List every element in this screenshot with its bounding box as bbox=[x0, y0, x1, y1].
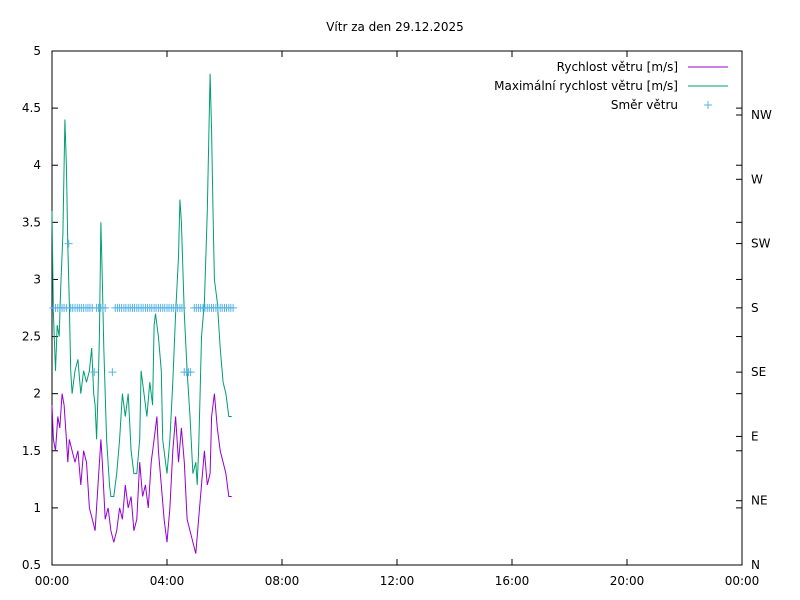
y-tick-label: 3 bbox=[33, 272, 41, 286]
y2-tick-label: S bbox=[751, 301, 759, 315]
x-tick-label: 00:00 bbox=[725, 574, 760, 588]
direction-point bbox=[90, 368, 99, 377]
x-tick-label: 16:00 bbox=[495, 574, 530, 588]
chart-title: Vítr za den 29.12.2025 bbox=[326, 20, 464, 34]
axes: 0.5 1 1.5 2 2.5 3 3.5 4 4.5 5 N NE E SE S SW W NW 00:00 04:… bbox=[22, 44, 772, 588]
y-tick-label: 4.5 bbox=[22, 101, 41, 115]
legend-label: Rychlost větru [m/s] bbox=[557, 60, 678, 74]
y2-tick-label: W bbox=[751, 172, 763, 186]
x-tick-label: 12:00 bbox=[380, 574, 415, 588]
x-tick-label: 08:00 bbox=[265, 574, 300, 588]
legend-swatch bbox=[704, 101, 712, 109]
y-tick-label: 1.5 bbox=[22, 444, 41, 458]
direction-point bbox=[186, 368, 195, 377]
y2-tick-label: SE bbox=[751, 365, 766, 379]
y-tick-label: 2.5 bbox=[22, 330, 41, 344]
y2-tick-label: E bbox=[751, 429, 759, 443]
y-tick-label: 1 bbox=[33, 501, 41, 515]
y-tick-label: 0.5 bbox=[22, 558, 41, 572]
direction-point bbox=[108, 368, 117, 377]
legend: Rychlost větru [m/s] Maximální rychlost v… bbox=[494, 60, 728, 112]
y2-tick-label: NW bbox=[751, 108, 772, 122]
y2-tick-label: SW bbox=[751, 237, 771, 251]
y2-tick-label: N bbox=[751, 558, 760, 572]
series-layer bbox=[49, 73, 238, 554]
direction-point bbox=[229, 303, 238, 312]
y-tick-label: 3.5 bbox=[22, 215, 41, 229]
series-line-0 bbox=[51, 393, 232, 554]
x-tick-label: 20:00 bbox=[610, 574, 645, 588]
legend-label: Maximální rychlost větru [m/s] bbox=[494, 79, 678, 93]
series-line-1 bbox=[51, 73, 232, 497]
legend-label: Směr větru bbox=[611, 98, 678, 112]
direction-point bbox=[177, 303, 186, 312]
x-tick-label: 04:00 bbox=[150, 574, 185, 588]
y2-tick-label: NE bbox=[751, 494, 768, 508]
x-tick-label: 00:00 bbox=[35, 574, 70, 588]
y-tick-label: 4 bbox=[33, 158, 41, 172]
y-tick-label: 2 bbox=[33, 387, 41, 401]
series-points-2 bbox=[49, 239, 238, 377]
y-tick-label: 5 bbox=[33, 44, 41, 58]
direction-point bbox=[101, 303, 110, 312]
direction-point bbox=[64, 239, 73, 248]
